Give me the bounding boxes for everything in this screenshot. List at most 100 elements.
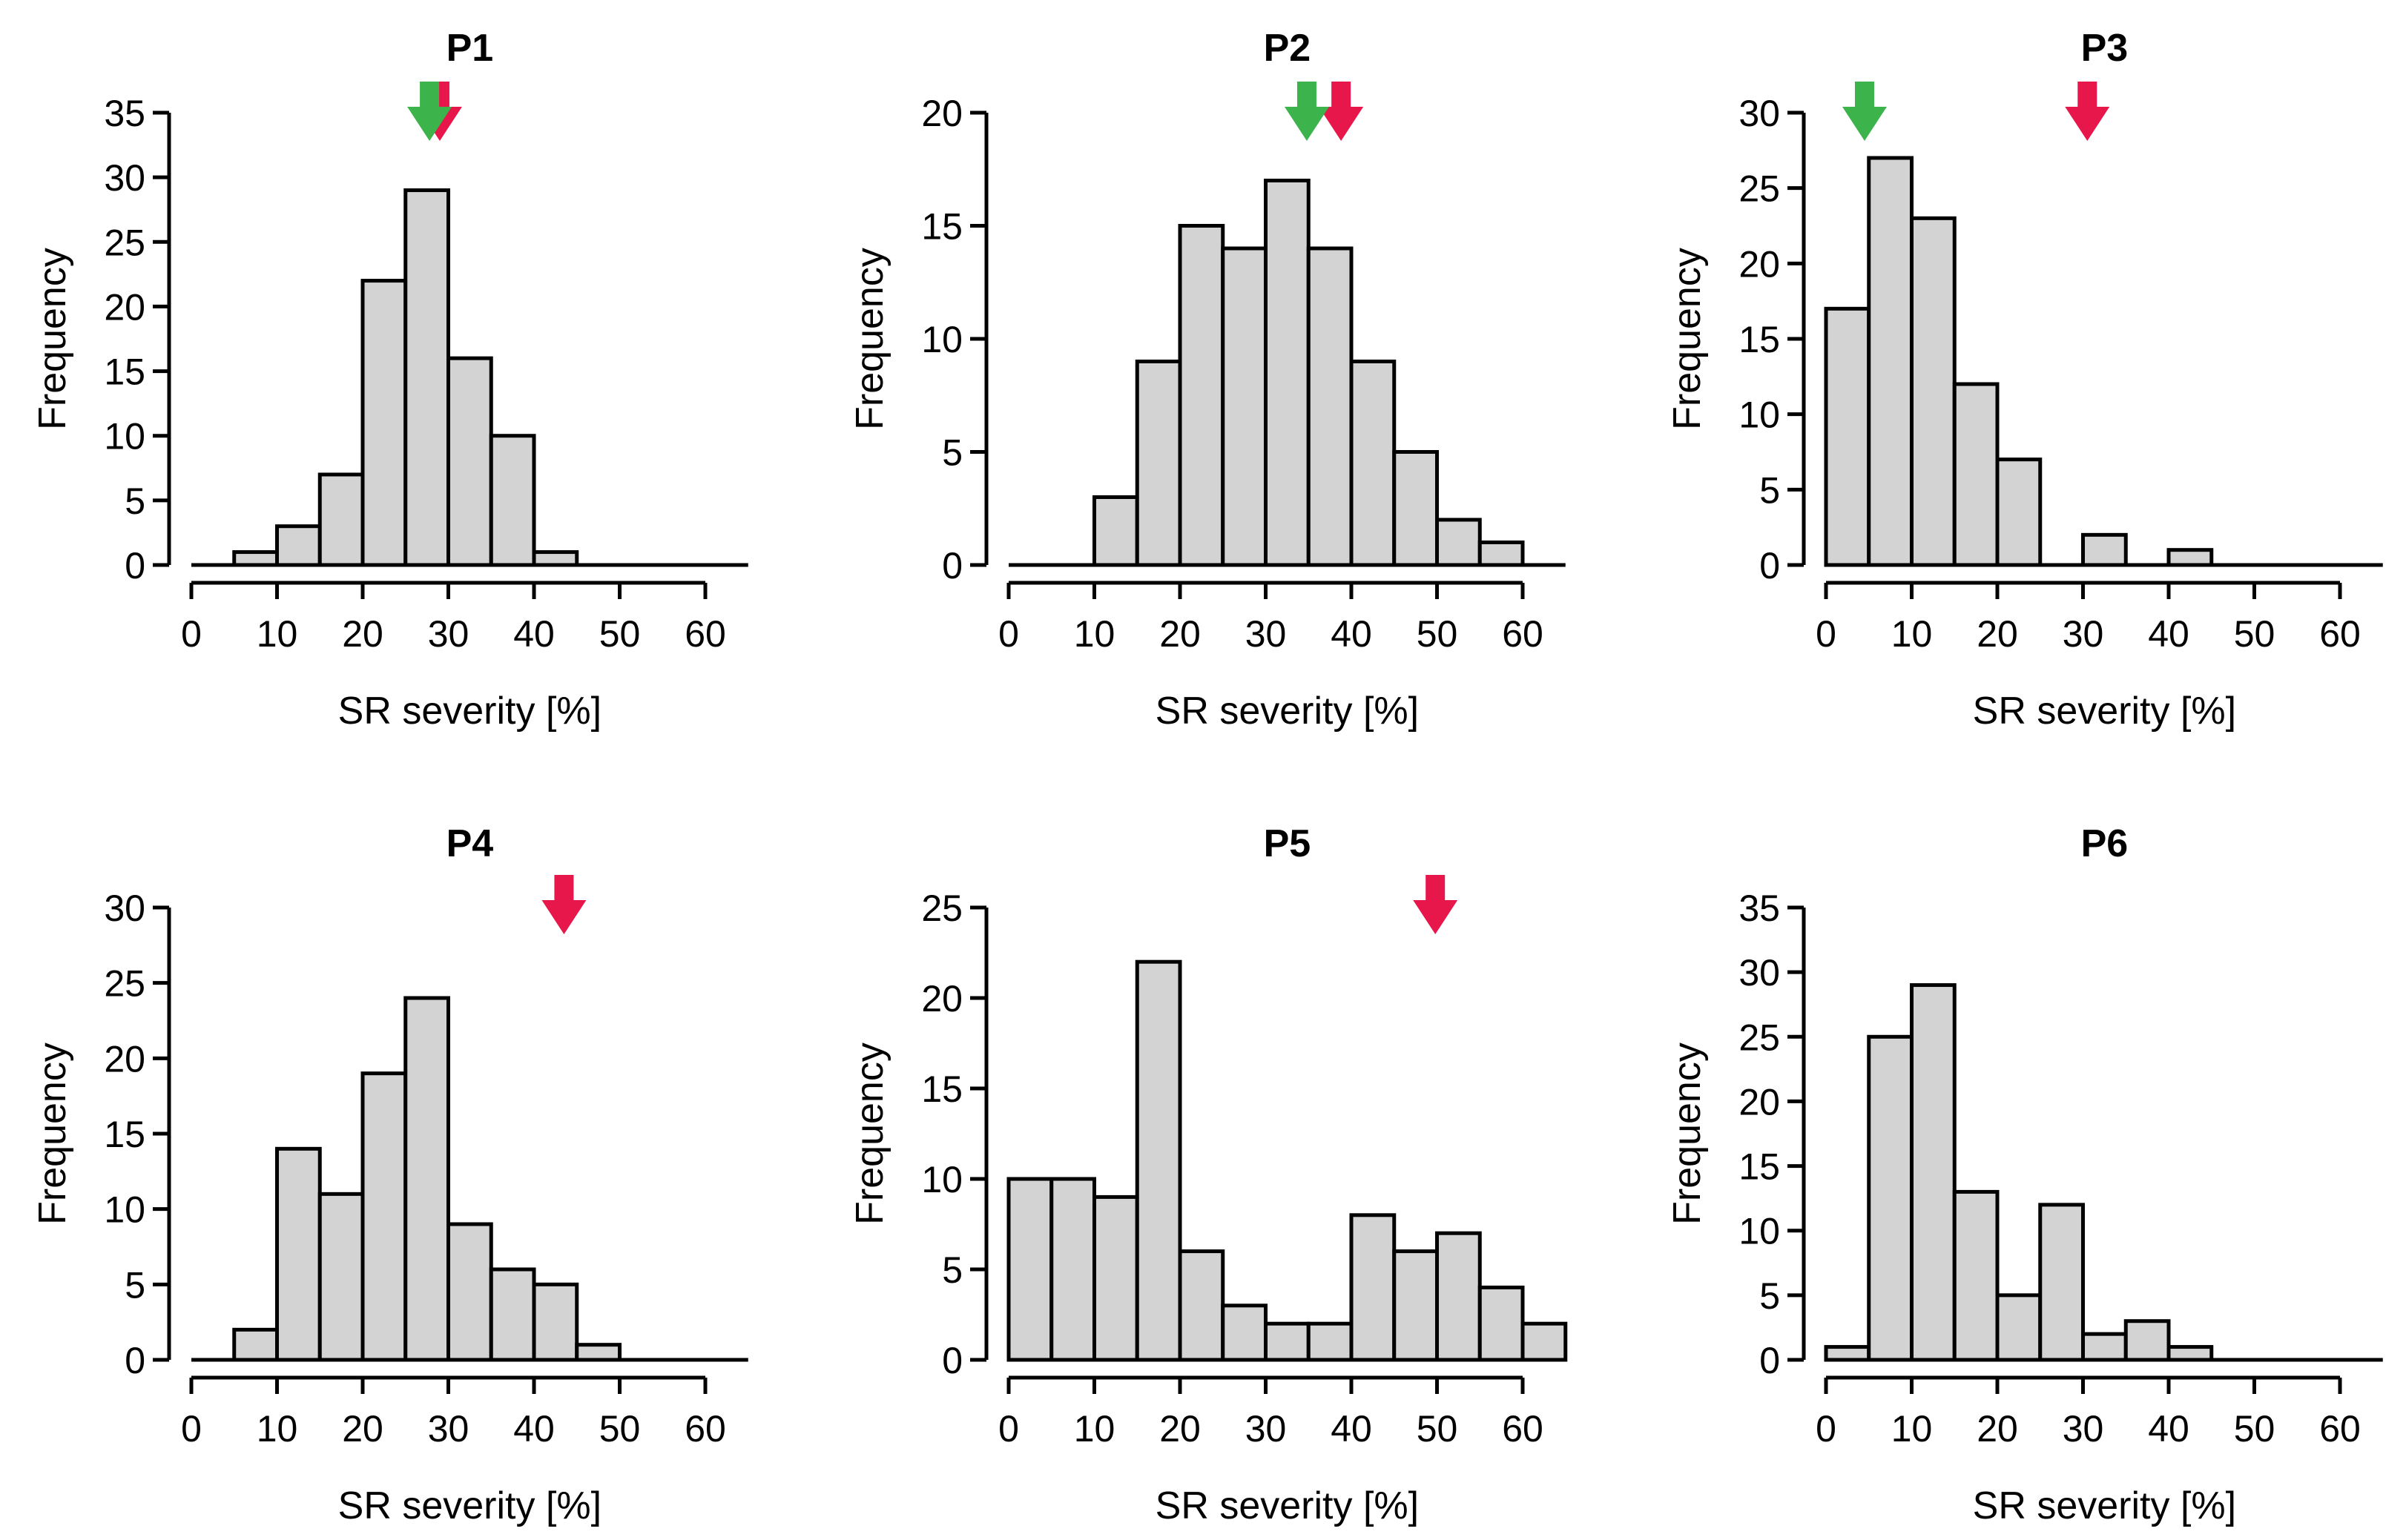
histogram-panel-p6: P6 0 5 10 15 20 25 30 35 Frequency 0 10 20 30 40 50 60 SR… — [1666, 822, 2383, 1527]
histogram-bar — [489, 1267, 536, 1362]
histogram-bar — [1349, 1213, 1397, 1362]
histogram-bar — [1006, 1177, 1054, 1362]
panel-title: P2 — [1264, 27, 1311, 70]
y-axis-title: Frequency — [1666, 1042, 1709, 1225]
y-tick-label: 10 — [1738, 394, 1780, 436]
histogram-bar — [1995, 1293, 2043, 1362]
x-tick-label: 40 — [513, 1408, 555, 1450]
red-arrow-icon — [1413, 875, 1458, 934]
histogram-bar — [1867, 1034, 1914, 1362]
y-tick-label: 10 — [921, 319, 963, 360]
histogram-bar — [446, 356, 493, 567]
y-tick-label: 30 — [1738, 93, 1780, 134]
histogram-bar — [1135, 959, 1182, 1362]
x-tick-label: 50 — [599, 1408, 641, 1450]
y-tick-label: 0 — [125, 545, 145, 586]
x-tick-label: 50 — [2234, 1408, 2275, 1450]
x-tick-label: 40 — [1331, 613, 1372, 655]
histogram-bar — [1995, 457, 2043, 567]
y-axis-title: Frequency — [31, 248, 74, 430]
x-tick-label: 30 — [2063, 613, 2104, 655]
histogram-bar — [2123, 1319, 2171, 1362]
x-tick-label: 10 — [257, 613, 298, 655]
histogram-bar — [1178, 1249, 1225, 1362]
histogram-bar — [1221, 246, 1268, 567]
y-tick-label: 0 — [942, 545, 963, 586]
histogram-bar — [1264, 1321, 1311, 1362]
histogram-bar — [275, 524, 322, 567]
histogram-bar — [1306, 1321, 1354, 1362]
red-arrow-icon — [541, 875, 587, 934]
y-tick-label: 25 — [921, 888, 963, 929]
y-axis-title: Frequency — [31, 1042, 74, 1225]
histogram-bar — [2166, 548, 2214, 567]
histogram-bar — [232, 1327, 279, 1362]
histogram-bar — [1477, 1285, 1525, 1362]
x-tick-label: 30 — [1245, 613, 1287, 655]
y-tick-label: 0 — [125, 1340, 145, 1381]
x-tick-label: 30 — [428, 1408, 469, 1450]
x-axis-title: SR severity [%] — [338, 690, 602, 733]
x-tick-label: 0 — [181, 613, 202, 655]
histogram-bar — [1264, 179, 1311, 567]
histogram-bar — [1910, 983, 1957, 1362]
x-axis-title: SR severity [%] — [1973, 690, 2236, 733]
y-tick-label: 0 — [1759, 1340, 1780, 1381]
green-arrow-icon — [407, 82, 452, 141]
histogram-bar — [1349, 360, 1397, 567]
histogram-bar — [575, 1343, 622, 1362]
histogram-bar — [1092, 495, 1139, 567]
histogram-bar — [317, 1192, 365, 1362]
panel-title: P3 — [2081, 27, 2129, 70]
histogram-bar — [1135, 360, 1182, 567]
x-tick-label: 0 — [1816, 1408, 1836, 1450]
x-tick-label: 0 — [998, 613, 1019, 655]
panel-title: P1 — [446, 27, 494, 70]
y-axis-title: Frequency — [848, 248, 891, 430]
y-tick-label: 30 — [104, 157, 145, 199]
y-tick-label: 25 — [1738, 168, 1780, 210]
x-tick-label: 0 — [998, 1408, 1019, 1450]
y-tick-label: 30 — [1738, 952, 1780, 994]
panel-title: P6 — [2081, 822, 2129, 865]
green-arrow-icon — [1284, 82, 1329, 141]
x-tick-label: 20 — [1159, 613, 1201, 655]
red-arrow-icon — [1319, 82, 1364, 141]
y-tick-label: 10 — [104, 1189, 145, 1231]
y-tick-label: 15 — [921, 1068, 963, 1110]
x-tick-label: 60 — [2319, 613, 2361, 655]
histogram-bar — [2166, 1345, 2214, 1362]
histogram-bar — [360, 1071, 408, 1362]
x-tick-label: 20 — [342, 1408, 383, 1450]
histogram-panel-p1: P1 0 5 10 15 20 25 30 35 Frequency 0 10 20 30 40 50 60 SR… — [31, 27, 748, 733]
y-tick-label: 5 — [1759, 1275, 1780, 1317]
y-tick-label: 5 — [942, 432, 963, 474]
x-tick-label: 10 — [257, 1408, 298, 1450]
y-tick-label: 20 — [1738, 243, 1780, 285]
x-tick-label: 10 — [1074, 1408, 1115, 1450]
histogram-bar — [1049, 1177, 1096, 1362]
y-tick-label: 20 — [921, 93, 963, 134]
histogram-bar — [1952, 1189, 2000, 1362]
y-tick-label: 20 — [104, 286, 145, 328]
y-axis-title: Frequency — [1666, 248, 1709, 430]
x-tick-label: 30 — [428, 613, 469, 655]
y-tick-label: 5 — [125, 480, 145, 522]
x-tick-label: 60 — [685, 1408, 726, 1450]
histogram-bar — [1952, 382, 2000, 567]
y-tick-label: 20 — [1738, 1081, 1780, 1123]
x-tick-label: 30 — [1245, 1408, 1287, 1450]
histogram-panel-p4: P4 0 5 10 15 20 25 30 Frequency 0 10 20 30 40 50 60 SR s… — [31, 822, 748, 1527]
histogram-bar — [1306, 246, 1354, 567]
x-tick-label: 50 — [1417, 1408, 1458, 1450]
y-tick-label: 35 — [104, 93, 145, 134]
histogram-bar — [360, 279, 408, 567]
y-tick-label: 5 — [1759, 469, 1780, 511]
y-tick-label: 10 — [1738, 1211, 1780, 1252]
x-tick-label: 40 — [513, 613, 555, 655]
x-tick-label: 50 — [599, 613, 641, 655]
histogram-bar — [2081, 1332, 2128, 1362]
x-tick-label: 10 — [1891, 1408, 1933, 1450]
histogram-bar — [1435, 518, 1482, 567]
x-axis-title: SR severity [%] — [1973, 1484, 2236, 1527]
